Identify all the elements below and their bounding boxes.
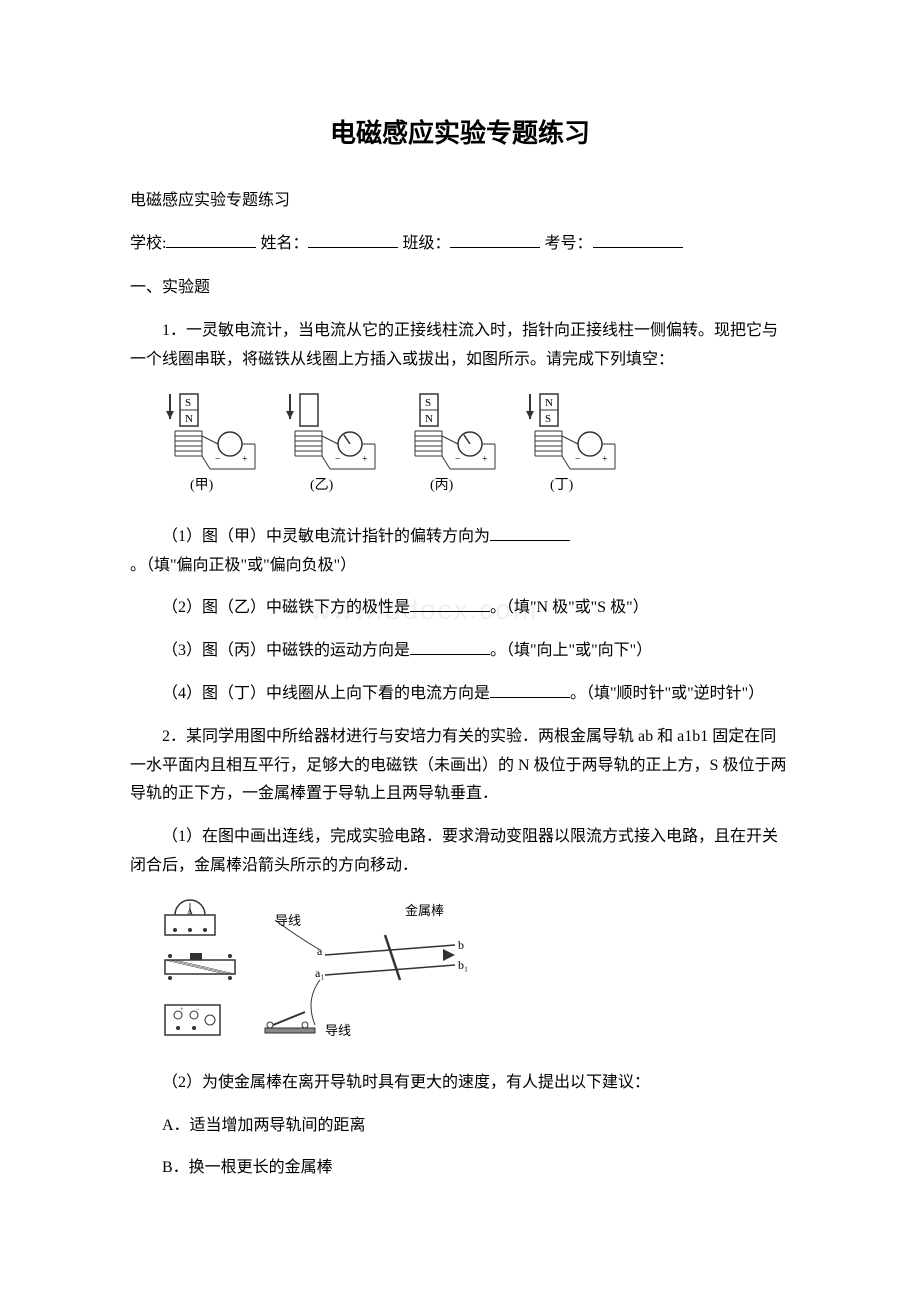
q1-sub2-post: 。（填"N 极"或"S 极"）	[490, 599, 649, 616]
q1-sub3-blank	[410, 639, 490, 655]
school-blank	[166, 232, 256, 248]
q1-sub4-pre: （4）图（丁）中线圈从上向下看的电流方向是	[162, 685, 490, 702]
examno-blank	[593, 232, 683, 248]
svg-text:N: N	[425, 413, 433, 425]
q1-sub4-post: 。（填"顺时针"或"逆时针"）	[570, 685, 764, 702]
svg-text:−: −	[215, 454, 221, 465]
q1-sub4-blank	[490, 682, 570, 698]
svg-text:a₁: a₁	[315, 966, 325, 980]
q2-sub2: （2）为使金属棒在离开导轨时具有更大的速度，有人提出以下建议：	[130, 1069, 790, 1098]
svg-text:N: N	[545, 397, 553, 409]
svg-text:+: +	[482, 454, 488, 465]
svg-text:N: N	[185, 413, 193, 425]
q2-sub1: （1）在图中画出连线，完成实验电路．要求滑动变阻器以限流方式接入电路，且在开关闭…	[130, 823, 790, 881]
section-header: 一、实验题	[130, 274, 790, 303]
svg-text:−: −	[455, 454, 461, 465]
name-blank	[308, 232, 398, 248]
svg-text:b₁: b₁	[458, 958, 468, 972]
q1-sub4: （4）图（丁）中线圈从上向下看的电流方向是 。（填"顺时针"或"逆时针"）	[130, 680, 790, 709]
q1-intro: 1．一灵敏电流计，当电流从它的正接线柱流入时，指针向正接线柱一侧偏转。现把它与一…	[130, 317, 790, 375]
svg-text:导线: 导线	[275, 913, 301, 928]
subtitle-text: 电磁感应实验专题练习	[130, 187, 790, 216]
svg-text:金属棒: 金属棒	[405, 903, 444, 918]
svg-text:(乙): (乙)	[310, 477, 334, 493]
q1-sub1-blank	[490, 525, 570, 541]
svg-text:S: S	[545, 413, 551, 425]
svg-text:+: +	[362, 454, 368, 465]
q1-figure: S N − +	[160, 389, 790, 509]
q1-sub1: （1）图（甲）中灵敏电流计指针的偏转方向为。（填"偏向正极"或"偏向负极"）	[130, 523, 790, 581]
class-label: 班级：	[402, 235, 450, 252]
class-blank	[450, 232, 540, 248]
q2-opt-a: A．适当增加两导轨间的距离	[130, 1112, 790, 1141]
form-row: 学校: 姓名： 班级： 考号：	[130, 230, 790, 259]
q2-intro: 2．某同学用图中所给器材进行与安培力有关的实验．两根金属导轨 ab 和 a1b1…	[130, 723, 790, 809]
examno-label: 考号：	[544, 235, 592, 252]
school-label: 学校:	[130, 235, 166, 252]
svg-text:+: +	[180, 1007, 184, 1013]
svg-text:(丁): (丁)	[550, 478, 574, 493]
page-content: 电磁感应实验专题练习 电磁感应实验专题练习 学校: 姓名： 班级： 考号： 一、…	[130, 110, 790, 1183]
q1-sub1-pre: （1）图（甲）中灵敏电流计指针的偏转方向为	[162, 528, 490, 545]
svg-text:+: +	[602, 454, 608, 465]
svg-text:−: −	[335, 454, 341, 465]
q2-opt-b: B．换一根更长的金属棒	[130, 1154, 790, 1183]
q1-sub2-pre: （2）图（乙）中磁铁下方的极性是	[162, 599, 410, 616]
svg-text:导线: 导线	[325, 1023, 351, 1038]
svg-text:(甲): (甲)	[190, 478, 214, 493]
q1-sub3-pre: （3）图（丙）中磁铁的运动方向是	[162, 642, 410, 659]
q2-figure: A	[160, 895, 790, 1055]
q1-sub3-post: 。（填"向上"或"向下"）	[490, 642, 652, 659]
svg-text:b: b	[458, 938, 464, 952]
name-label: 姓名：	[260, 235, 308, 252]
svg-text:−: −	[196, 1007, 200, 1013]
svg-text:−: −	[575, 454, 581, 465]
q1-sub2-blank	[410, 596, 490, 612]
q1-sub2: （2）图（乙）中磁铁下方的极性是 。（填"N 极"或"S 极"）	[130, 594, 790, 623]
svg-text:a: a	[317, 944, 323, 958]
document-title: 电磁感应实验专题练习	[130, 110, 790, 157]
svg-text:S: S	[185, 397, 191, 409]
svg-text:(丙): (丙)	[430, 478, 454, 493]
q1-sub3: （3）图（丙）中磁铁的运动方向是 。（填"向上"或"向下"）	[130, 637, 790, 666]
svg-text:+: +	[242, 454, 248, 465]
q1-sub1-post: 。（填"偏向正极"或"偏向负极"）	[130, 557, 356, 574]
svg-text:S: S	[425, 397, 431, 409]
svg-text:A: A	[187, 907, 193, 916]
